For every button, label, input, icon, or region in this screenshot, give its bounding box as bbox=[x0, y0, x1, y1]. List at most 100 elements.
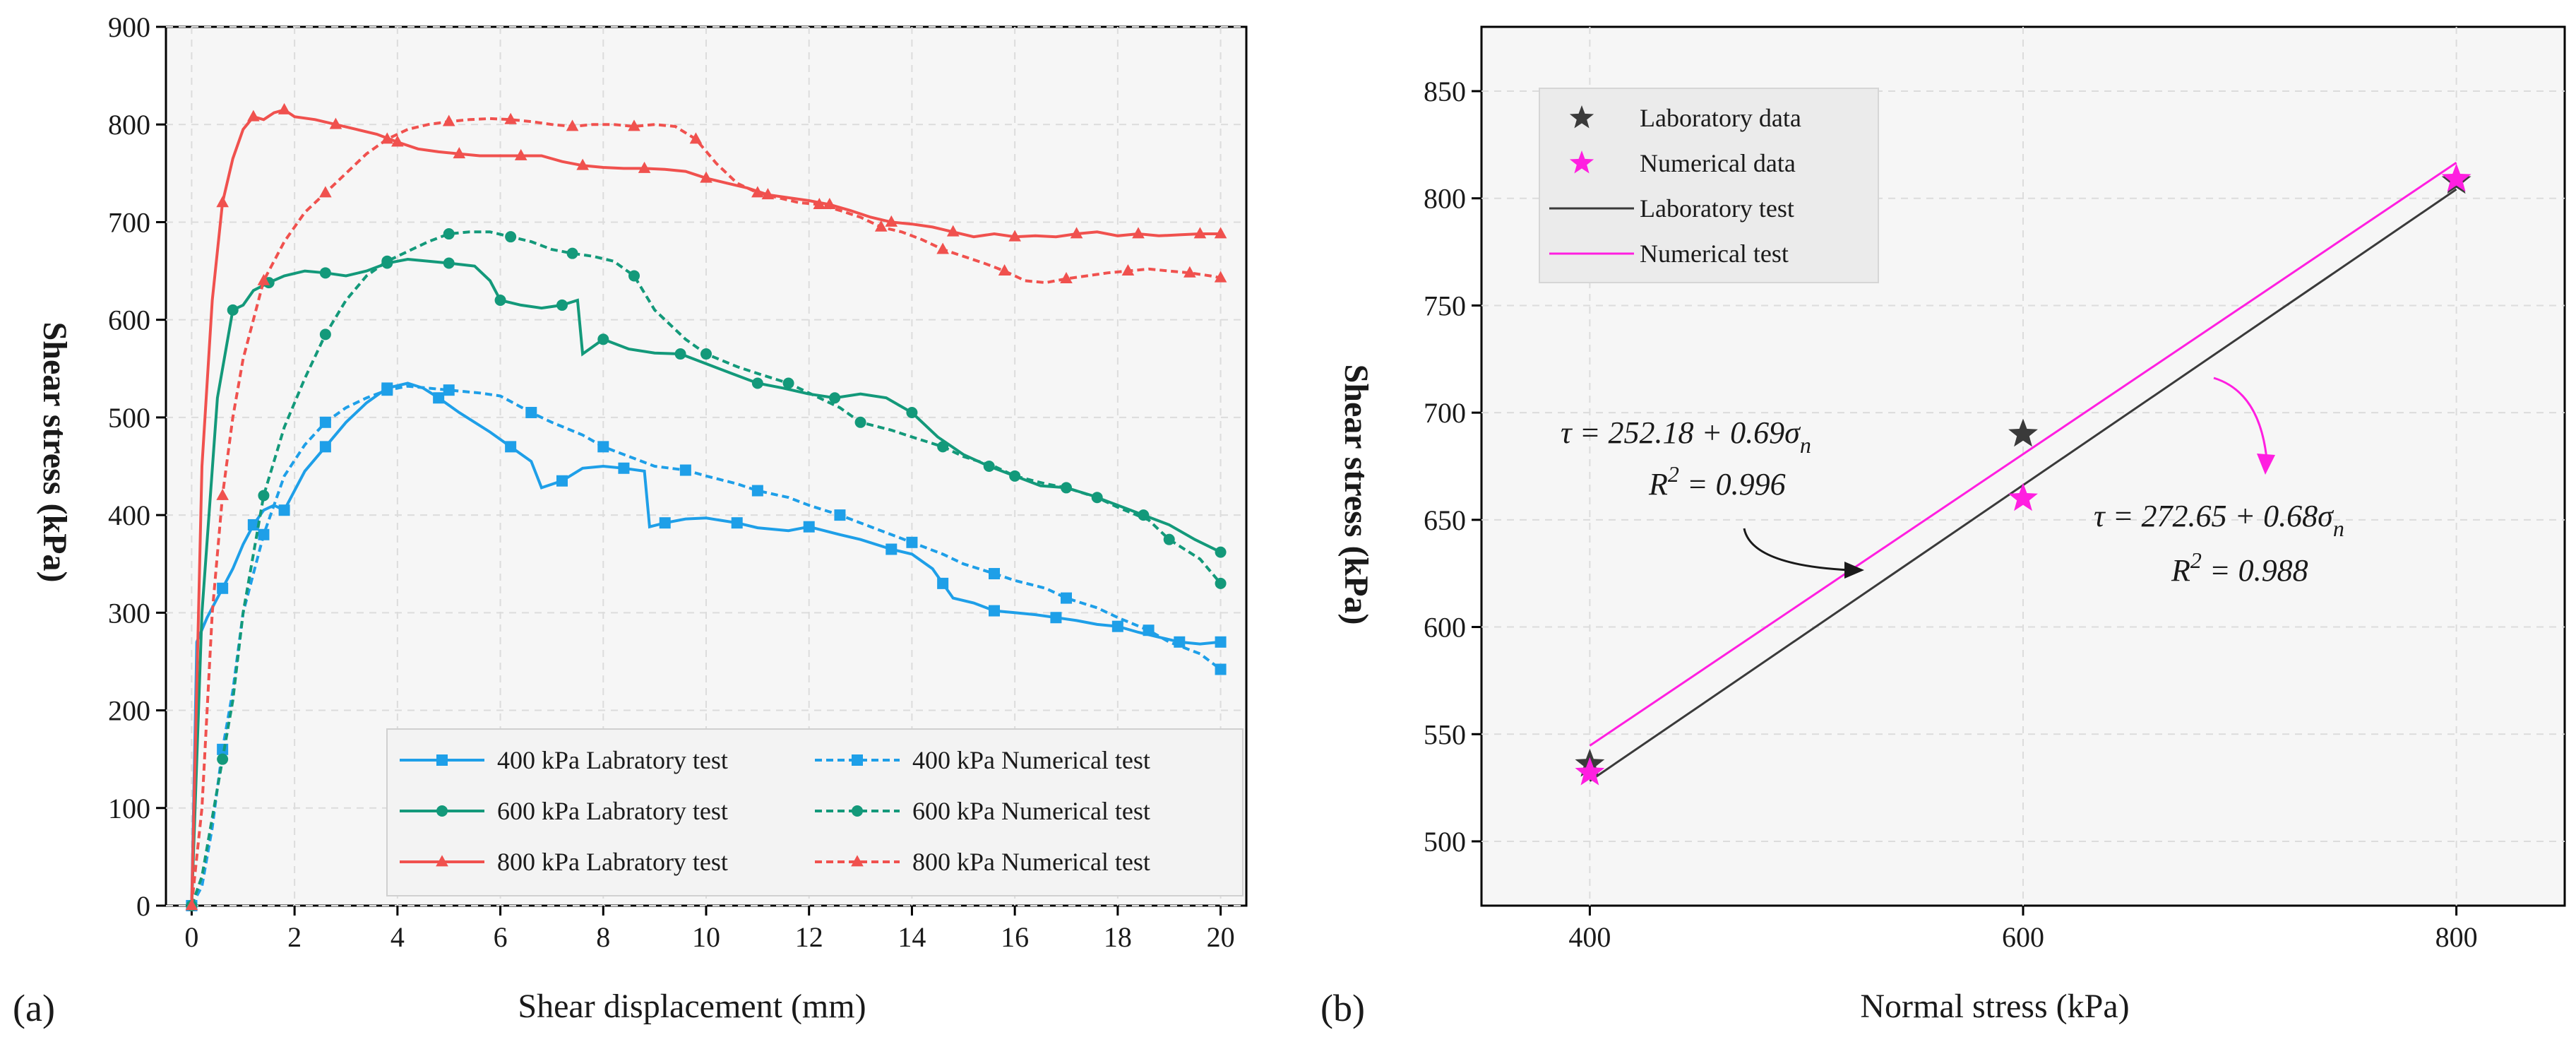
y-axis-label-a: Shear stress (kPa) bbox=[36, 322, 73, 583]
data-point bbox=[597, 333, 609, 345]
x-tick-label: 8 bbox=[596, 921, 610, 953]
equation-subscript: n bbox=[2333, 516, 2344, 541]
legend-marker bbox=[1569, 105, 1594, 129]
x-tick-label: 12 bbox=[795, 921, 823, 953]
equation-main: τ = 252.18 + 0.69σ bbox=[1561, 415, 1801, 450]
x-tick-label: 800 bbox=[2435, 921, 2478, 953]
series-group-a bbox=[185, 102, 1227, 911]
data-point bbox=[1215, 577, 1227, 589]
data-point bbox=[1111, 620, 1123, 632]
data-point bbox=[1215, 546, 1227, 558]
x-tick-label: 14 bbox=[898, 921, 926, 953]
data-point bbox=[505, 231, 517, 243]
data-point bbox=[659, 517, 671, 529]
data-point bbox=[1061, 592, 1072, 604]
data-point bbox=[247, 519, 259, 531]
series-line bbox=[190, 384, 1222, 906]
data-point bbox=[319, 416, 331, 428]
data-point bbox=[278, 504, 290, 516]
equation-text: τ = 272.65 + 0.68σn bbox=[2094, 499, 2344, 541]
panel-label-b: (b) bbox=[1320, 987, 1365, 1029]
data-point bbox=[381, 255, 393, 267]
data-point bbox=[319, 186, 332, 198]
panel-b: 400 600 800 500 550 600 650 700 750 800 850 Labora… bbox=[1320, 25, 2566, 1029]
data-point bbox=[217, 582, 229, 594]
data-point bbox=[494, 295, 506, 307]
data-point bbox=[989, 568, 1000, 580]
x-tick-label: 2 bbox=[287, 921, 302, 953]
data-point bbox=[946, 225, 960, 237]
y-tick-label: 300 bbox=[108, 597, 150, 629]
legend-marker bbox=[436, 754, 448, 766]
annotation-arrow bbox=[2213, 377, 2268, 460]
r-squared-symbol: R bbox=[1648, 467, 1668, 502]
data-point bbox=[803, 521, 815, 533]
data-point bbox=[1215, 636, 1227, 648]
data-point bbox=[731, 517, 743, 529]
data-point bbox=[566, 247, 578, 259]
y-tick-label: 700 bbox=[108, 206, 150, 238]
data-point bbox=[217, 753, 229, 765]
data-point bbox=[217, 743, 229, 755]
data-point bbox=[319, 328, 331, 341]
y-tick-label: 500 bbox=[108, 402, 150, 434]
data-point bbox=[618, 462, 630, 474]
data-point bbox=[1163, 533, 1175, 545]
equation-text: τ = 252.18 + 0.69σn bbox=[1561, 415, 1811, 458]
data-point bbox=[1060, 272, 1073, 284]
r-squared-superscript: 2 bbox=[1668, 461, 1679, 487]
data-point bbox=[597, 441, 609, 453]
series-line bbox=[190, 117, 1221, 906]
legend-marker bbox=[1569, 150, 1594, 174]
y-tick-label: 400 bbox=[108, 499, 150, 531]
data-point bbox=[258, 490, 270, 502]
data-point bbox=[257, 273, 270, 285]
data-point bbox=[216, 488, 229, 500]
legend-label: Laboratory test bbox=[1640, 194, 1794, 223]
data-point bbox=[381, 132, 394, 144]
legend-marker bbox=[852, 805, 863, 817]
x-axis-label-b: Normal stress (kPa) bbox=[1860, 988, 2129, 1025]
legend-label: 600 kPa Numerical test bbox=[912, 797, 1150, 825]
y-tick-label: 200 bbox=[108, 695, 150, 727]
data-point bbox=[751, 485, 763, 497]
data-point bbox=[391, 135, 404, 147]
series-6 bbox=[185, 112, 1227, 911]
legend-label: Numerical test bbox=[1640, 239, 1789, 268]
data-point bbox=[566, 119, 579, 131]
equation-subscript: n bbox=[1800, 432, 1811, 458]
legend-label: Laboratory data bbox=[1640, 104, 1801, 132]
data-point bbox=[1132, 227, 1145, 239]
y-tick-label: 800 bbox=[108, 109, 150, 141]
data-point bbox=[247, 109, 260, 122]
data-point bbox=[443, 257, 455, 269]
series-line bbox=[190, 381, 1221, 906]
r-squared-value: = 0.988 bbox=[2202, 553, 2308, 588]
y-tick-label: 700 bbox=[1424, 397, 1466, 429]
data-point bbox=[505, 441, 517, 453]
series-5 bbox=[186, 228, 1227, 911]
y-tick-label: 600 bbox=[1424, 612, 1466, 644]
data-point-star bbox=[2441, 163, 2471, 192]
y-tick-label: 850 bbox=[1424, 76, 1466, 107]
data-point bbox=[700, 171, 712, 183]
x-axis-label-a: Shear displacement (mm) bbox=[518, 988, 866, 1025]
data-point bbox=[1091, 492, 1103, 504]
y-tick-label: 800 bbox=[1424, 183, 1466, 215]
data-point bbox=[1193, 227, 1207, 239]
r-squared-symbol: R bbox=[2171, 553, 2190, 588]
axis-ticks-b: 400 600 800 500 550 600 650 700 750 800 850 bbox=[1424, 76, 2478, 953]
data-point bbox=[998, 264, 1011, 276]
data-point bbox=[442, 114, 455, 126]
legend-label: 600 kPa Labratory test bbox=[497, 797, 728, 825]
data-point bbox=[689, 132, 703, 144]
data-point bbox=[1143, 624, 1155, 636]
data-point bbox=[1008, 230, 1021, 242]
x-tick-label: 18 bbox=[1104, 921, 1132, 953]
data-point bbox=[216, 196, 229, 208]
data-point bbox=[989, 605, 1000, 617]
data-point bbox=[227, 304, 239, 316]
data-point bbox=[1214, 227, 1227, 239]
